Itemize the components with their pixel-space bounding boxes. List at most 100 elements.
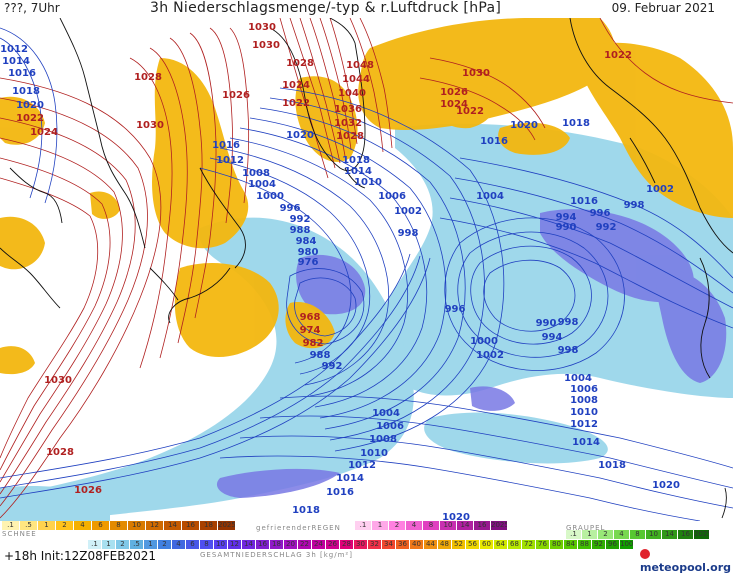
- legend-swatch: .5: [130, 540, 143, 549]
- isobar-label: 1000: [256, 191, 284, 202]
- isobar-label: 996: [445, 304, 466, 315]
- legend-swatch: 2025+: [218, 521, 235, 530]
- legend-swatch: 22: [298, 540, 311, 549]
- isobar-label: 1010: [360, 448, 388, 459]
- isobar-label: 968: [300, 312, 321, 323]
- legend-snow-title: SCHNEE: [2, 530, 37, 538]
- isobar-label: 1008: [570, 395, 598, 406]
- legend-swatch: 10: [128, 521, 145, 530]
- isobar-label: 1000: [470, 336, 498, 347]
- legend-swatch: 100: [620, 540, 633, 549]
- isobar-label: 1016: [480, 136, 508, 147]
- isobar-label: 998: [398, 228, 419, 239]
- legend-swatch: 68: [508, 540, 521, 549]
- isobar-label: 1008: [242, 168, 270, 179]
- isobar-label: 1012: [570, 419, 598, 430]
- legend-swatch: 52: [452, 540, 465, 549]
- legend-swatch: 14: [242, 540, 255, 549]
- isobar-label: 1026: [222, 90, 250, 101]
- isobar-label: 998: [624, 200, 645, 211]
- meteopool-logo[interactable]: meteopool.org: [640, 548, 733, 574]
- isobar-label: 1022: [604, 50, 632, 61]
- legend-swatch: 14: [164, 521, 181, 530]
- legend-freezing-rain-title: gefrierenderREGEN: [256, 524, 341, 532]
- isobar-label: 1048: [346, 60, 374, 71]
- legend-swatch: 96: [606, 540, 619, 549]
- legend-swatch: 34: [382, 540, 395, 549]
- isobar-label: 1006: [376, 421, 404, 432]
- isobar-label: 1022: [282, 98, 310, 109]
- isobar-label: 998: [558, 317, 579, 328]
- isobar-label: 1006: [378, 191, 406, 202]
- legend-swatch: 80: [550, 540, 563, 549]
- isobar-label: 992: [290, 214, 311, 225]
- isobar-label: 1044: [342, 74, 370, 85]
- legend-swatch: 16: [474, 521, 490, 530]
- legend-swatch: 48: [438, 540, 451, 549]
- isobar-label: 992: [322, 361, 343, 372]
- legend-swatch: 84: [564, 540, 577, 549]
- legend-swatch: 88: [578, 540, 591, 549]
- isobar-label: 1028: [336, 131, 364, 142]
- isobar-label: 1010: [354, 177, 382, 188]
- isobar-label: 1002: [394, 206, 422, 217]
- legend-swatch: 28: [340, 540, 353, 549]
- isobar-label: 988: [290, 225, 311, 236]
- legend-swatch: 24: [312, 540, 325, 549]
- legend-swatch: 2: [158, 540, 171, 549]
- isobar-label: 994: [542, 332, 563, 343]
- legend-swatch: 1: [582, 530, 597, 539]
- legend-swatch: 36: [396, 540, 409, 549]
- isobar-label: 1004: [564, 373, 592, 384]
- isobar-label: 990: [556, 222, 577, 233]
- isobar-label: 1024: [440, 99, 468, 110]
- legend-swatch: 10: [646, 530, 661, 539]
- legend-swatch: 18: [200, 521, 217, 530]
- legend-swatch: 1: [102, 540, 115, 549]
- isobar-label: 1020: [16, 100, 44, 111]
- isobar-label: 1028: [134, 72, 162, 83]
- isobar-label: 1002: [476, 350, 504, 361]
- legend-swatch: 2: [116, 540, 129, 549]
- isobar-label: 1002: [646, 184, 674, 195]
- legend-swatch: 14: [457, 521, 473, 530]
- header: ???, 7Uhr 3h Niederschlagsmenge/-typ & r…: [0, 0, 733, 18]
- isobar-label: 1012: [216, 155, 244, 166]
- isobar-label: 1020: [652, 480, 680, 491]
- legend-swatch: 8: [423, 521, 439, 530]
- legend-swatch: 4: [74, 521, 91, 530]
- isobar-label: 1022: [456, 106, 484, 117]
- isobar-label: 1006: [570, 384, 598, 395]
- isobar-label: 990: [536, 318, 557, 329]
- isobar-label: 1012: [0, 44, 28, 55]
- isobar-label: 1030: [136, 120, 164, 131]
- legend-swatch: 44: [424, 540, 437, 549]
- isobar-label: 1026: [440, 87, 468, 98]
- legend-swatch: 16: [182, 521, 199, 530]
- legend-swatch: 20: [284, 540, 297, 549]
- isobar-label: 1036: [334, 104, 362, 115]
- isobar-label: 1022: [16, 113, 44, 124]
- isobar-label: 1030: [248, 22, 276, 33]
- legend-swatch: 4: [172, 540, 185, 549]
- legend-swatch: 32: [368, 540, 381, 549]
- legend-swatch: 60: [480, 540, 493, 549]
- isobar-label: 1004: [476, 191, 504, 202]
- map-date: 09. Februar 2021: [611, 1, 715, 15]
- model-run-info: +18h Init:12Z08FEB2021: [4, 549, 156, 563]
- isobar-label: 992: [596, 222, 617, 233]
- isobar-labels: 1012101410161018102010221024102810301026…: [0, 22, 680, 521]
- isobar-label: 996: [280, 203, 301, 214]
- isobar-label: 1030: [44, 375, 72, 386]
- legend-swatch: 10: [214, 540, 227, 549]
- header-location: ???, 7Uhr: [4, 1, 60, 15]
- legend-swatch: 30: [354, 540, 367, 549]
- isobar-label: 1012: [348, 460, 376, 471]
- legend-swatch: 1: [372, 521, 388, 530]
- isobar-label: 1010: [570, 407, 598, 418]
- legend-graupel-title: GRAUPEL: [566, 524, 606, 532]
- isobar-label: 1014: [572, 437, 600, 448]
- legend-swatch: .1: [355, 521, 371, 530]
- isobar-label: 1016: [212, 140, 240, 151]
